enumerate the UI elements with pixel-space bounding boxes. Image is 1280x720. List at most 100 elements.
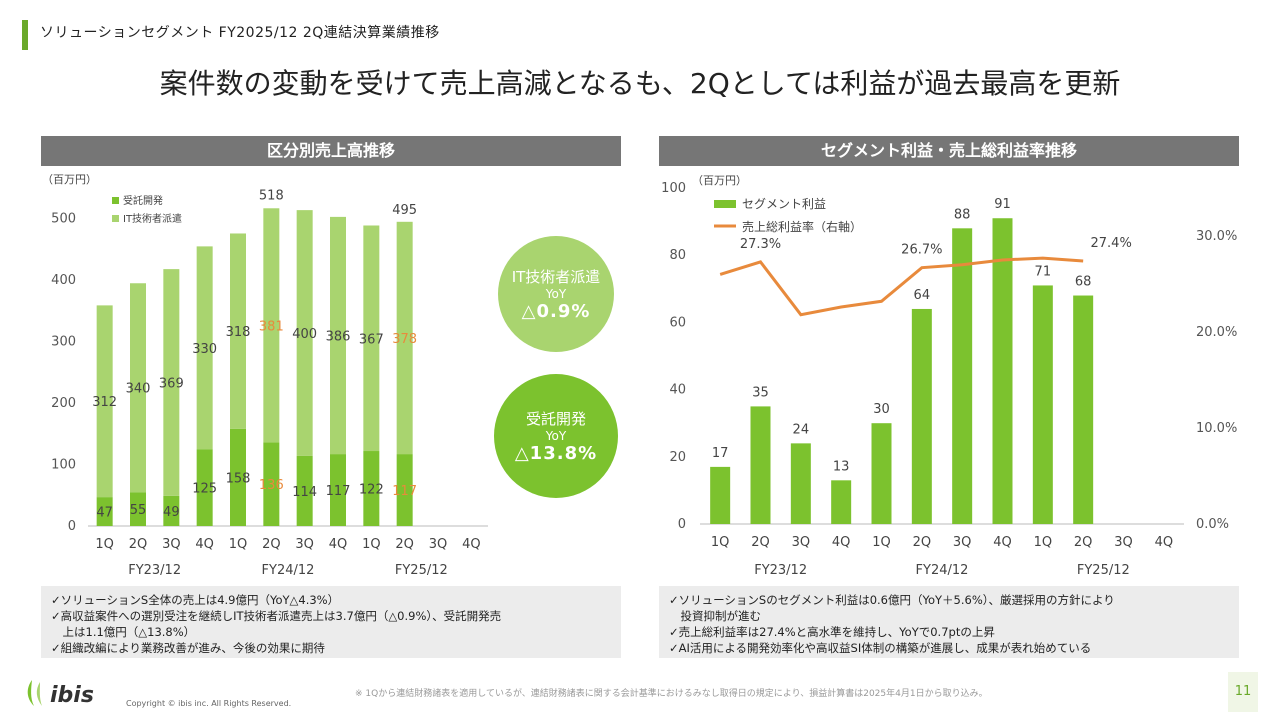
y-tick-label-right: 20.0% bbox=[1196, 325, 1237, 340]
y-axis-unit: （百万円） bbox=[42, 173, 97, 186]
x-group-label: FY23/12 bbox=[754, 563, 807, 578]
data-label-segment-profit: 68 bbox=[1075, 275, 1092, 290]
data-label-gross-margin: 26.7% bbox=[901, 243, 942, 258]
right-note-line: 投資抑制が進む bbox=[669, 609, 761, 623]
page-number: 11 bbox=[1228, 672, 1258, 712]
bar-it-dispatch bbox=[296, 210, 313, 456]
y-tick-label: 100 bbox=[51, 458, 76, 473]
bar-segment-profit bbox=[992, 218, 1013, 525]
copyright: Copyright © ibis inc. All Rights Reserve… bbox=[126, 699, 292, 708]
contract-dev-badge: 受託開発 YoY △13.8% bbox=[494, 374, 618, 498]
bar-segment-profit bbox=[750, 406, 771, 524]
bar-it-dispatch bbox=[196, 246, 213, 450]
x-tick-label: 4Q bbox=[329, 537, 348, 552]
y-tick-label-left: 40 bbox=[669, 383, 686, 398]
x-group-label: FY25/12 bbox=[395, 563, 448, 578]
ibis-logo: ibis bbox=[27, 680, 94, 708]
data-label-contract-dev: 158 bbox=[226, 471, 251, 486]
y-tick-label-left: 0 bbox=[678, 517, 686, 532]
data-label-it-dispatch: 312 bbox=[92, 395, 117, 410]
dev-badge-value: △13.8% bbox=[514, 443, 598, 464]
data-label-it-dispatch: 340 bbox=[126, 382, 151, 397]
data-label-segment-profit: 88 bbox=[954, 207, 971, 222]
data-label-segment-profit: 13 bbox=[833, 459, 850, 474]
legend-swatch-contract-dev bbox=[112, 197, 119, 204]
data-label-segment-profit: 35 bbox=[752, 385, 769, 400]
x-tick-label: 1Q bbox=[872, 535, 891, 550]
bar-it-dispatch bbox=[263, 208, 280, 443]
section-accent-bar bbox=[22, 20, 28, 50]
x-tick-label: 4Q bbox=[462, 537, 481, 552]
bar-contract-dev bbox=[196, 449, 213, 526]
it-dispatch-badge: IT技術者派遣 YoY △0.9% bbox=[498, 236, 614, 352]
data-label-gross-margin: 27.4% bbox=[1091, 236, 1132, 251]
x-tick-label: 1Q bbox=[362, 537, 381, 552]
data-label-it-dispatch: 318 bbox=[226, 325, 251, 340]
bar-it-dispatch bbox=[363, 225, 380, 452]
data-label-contract-dev: 117 bbox=[326, 484, 351, 499]
y-tick-label-left: 80 bbox=[669, 248, 686, 263]
x-group-label: FY24/12 bbox=[262, 563, 315, 578]
bar-segment-profit bbox=[710, 466, 731, 524]
data-label-contract-dev: 47 bbox=[96, 506, 113, 521]
data-label-segment-profit: 71 bbox=[1035, 264, 1052, 279]
dev-badge-yoy: YoY bbox=[545, 429, 567, 443]
x-tick-label: 2Q bbox=[1074, 535, 1093, 550]
segment-profit-chart: （百万円） 0 20 40 60 80 100 0.0% 10.0% 20.0% 30.0% 17 1Q… bbox=[661, 174, 1237, 578]
data-label-segment-profit: 30 bbox=[873, 402, 890, 417]
data-label-contract-dev: 55 bbox=[130, 503, 147, 518]
x-tick-label: 3Q bbox=[1114, 535, 1133, 550]
right-notes: ✓ソリューションSのセグメント利益は0.6億円（YoY＋5.6%）、厳選採用の方… bbox=[659, 586, 1239, 658]
logo-text: ibis bbox=[50, 683, 94, 708]
data-label-segment-profit: 24 bbox=[793, 422, 810, 437]
bar-contract-dev bbox=[330, 454, 346, 526]
y-tick-label-right: 30.0% bbox=[1196, 229, 1237, 244]
left-note-line: 上は1.1億円（△13.8%） bbox=[51, 625, 196, 639]
legend-label-segment-profit: セグメント利益 bbox=[742, 197, 826, 211]
right-note-line: ✓ソリューションSのセグメント利益は0.6億円（YoY＋5.6%）、厳選採用の方… bbox=[669, 593, 1115, 607]
y-tick-label-left: 100 bbox=[661, 181, 686, 196]
y-tick-label-left: 20 bbox=[669, 450, 686, 465]
x-tick-label: 3Q bbox=[792, 535, 811, 550]
bar-it-dispatch bbox=[163, 269, 180, 496]
x-group-label: FY23/12 bbox=[128, 563, 181, 578]
left-notes: ✓ソリューションS全体の売上は4.9億円（YoY△4.3%） ✓高収益案件への選… bbox=[41, 586, 621, 658]
left-note-line: ✓組織改編により業務改善が進み、今後の効果に期待 bbox=[51, 641, 325, 655]
right-note-line: ✓売上総利益率は27.4%と高水準を維持し、YoYで0.7ptの上昇 bbox=[669, 625, 995, 639]
bar-it-dispatch bbox=[96, 305, 113, 498]
data-label-it-dispatch: 330 bbox=[192, 342, 217, 357]
bar-segment-profit bbox=[911, 308, 932, 524]
bar-segment-profit bbox=[1032, 285, 1053, 524]
data-label-it-dispatch: 378 bbox=[392, 332, 417, 347]
bar-contract-dev bbox=[230, 428, 246, 526]
y-axis-unit: （百万円） bbox=[692, 174, 747, 187]
x-tick-label: 3Q bbox=[953, 535, 972, 550]
footnote: ※ 1Qから連結財務諸表を適用しているが、連結財務諸表に関する会計基準におけるみ… bbox=[355, 689, 988, 699]
x-tick-label: 1Q bbox=[1034, 535, 1053, 550]
x-tick-label: 2Q bbox=[262, 537, 281, 552]
legend-label-gross-margin: 売上総利益率（右軸） bbox=[742, 219, 862, 234]
data-label-it-dispatch: 386 bbox=[326, 329, 351, 344]
left-note-line: ✓ソリューションS全体の売上は4.9億円（YoY△4.3%） bbox=[51, 593, 340, 607]
x-tick-label: 3Q bbox=[295, 537, 314, 552]
x-tick-label: 1Q bbox=[95, 537, 114, 552]
y-tick-label-left: 60 bbox=[669, 315, 686, 330]
data-label-contract-dev: 122 bbox=[359, 483, 384, 498]
bar-it-dispatch bbox=[230, 233, 246, 429]
x-tick-label: 2Q bbox=[129, 537, 148, 552]
bar-segment-profit bbox=[871, 423, 892, 524]
data-label-segment-profit: 17 bbox=[712, 446, 729, 461]
data-label-it-dispatch: 369 bbox=[159, 377, 184, 392]
data-label-segment-profit: 64 bbox=[914, 288, 931, 303]
bar-contract-dev bbox=[396, 454, 413, 526]
line-gross-margin bbox=[719, 256, 1084, 317]
right-panel-title: セグメント利益・売上総利益率推移 bbox=[659, 136, 1239, 166]
data-label-it-dispatch: 381 bbox=[259, 319, 284, 334]
section-title: ソリューションセグメント FY2025/12 2Q連結決算業績推移 bbox=[40, 25, 440, 41]
x-tick-label: 4Q bbox=[1155, 535, 1174, 550]
it-badge-value: △0.9% bbox=[521, 301, 591, 322]
x-tick-label: 2Q bbox=[751, 535, 770, 550]
x-group-label: FY25/12 bbox=[1077, 563, 1130, 578]
left-note-line: ✓高収益案件への選別受注を継続しIT技術者派遣売上は3.7億円（△0.9%）、受… bbox=[51, 609, 502, 623]
data-label-it-dispatch: 400 bbox=[292, 327, 317, 342]
